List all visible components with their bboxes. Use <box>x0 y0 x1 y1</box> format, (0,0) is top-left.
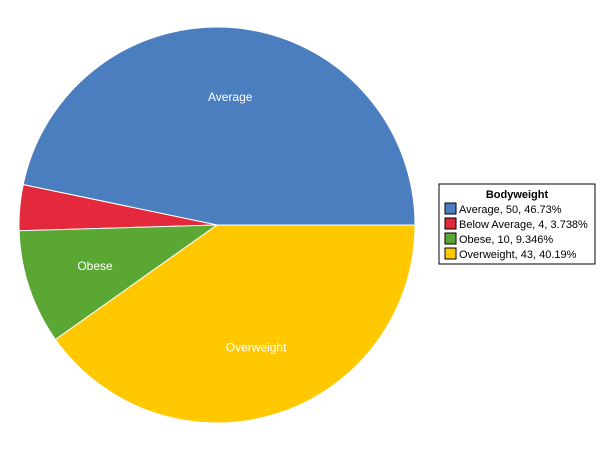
legend-box <box>438 183 596 265</box>
slice-label-obese: Obese <box>77 259 113 273</box>
pie-slice-overweight <box>54 224 416 424</box>
legend-item-label: Obese, 10, 9.346% <box>459 234 553 246</box>
legend: Bodyweight Average, 50, 46.73% Below Aver… <box>438 183 596 265</box>
legend-swatch <box>444 202 457 215</box>
pie-slices <box>18 26 416 424</box>
slice-label-average: Average <box>208 90 253 104</box>
legend-swatch <box>444 247 457 260</box>
pie-slice-obese <box>18 224 219 341</box>
slice-label-overweight: Overweight <box>226 341 287 355</box>
legend-item-label: Below Average, 4, 3.738% <box>459 219 588 231</box>
legend-item-label: Overweight, 43, 40.19% <box>459 249 577 261</box>
legend-item-label: Average, 50, 46.73% <box>459 204 562 216</box>
pie-slice-average <box>22 26 416 226</box>
legend-swatch <box>444 217 457 230</box>
legend-title: Bodyweight <box>486 189 549 201</box>
legend-swatch <box>444 232 457 245</box>
pie-slice-labels: Average Obese Overweight <box>77 90 287 355</box>
legend-items: Average, 50, 46.73% Below Average, 4, 3.7… <box>444 202 588 261</box>
